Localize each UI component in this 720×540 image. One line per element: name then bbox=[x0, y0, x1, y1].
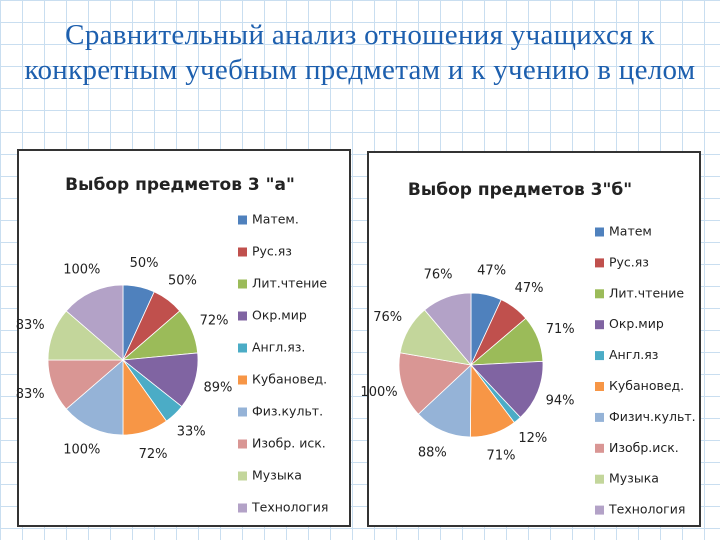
legend-swatch bbox=[595, 289, 604, 299]
legend-swatch bbox=[238, 343, 247, 353]
legend-swatch bbox=[238, 503, 247, 513]
legend-label: Музыка bbox=[609, 471, 659, 486]
pie-slice bbox=[470, 360, 544, 418]
legend-swatch bbox=[595, 351, 604, 361]
legend-swatch bbox=[595, 320, 604, 330]
legend-label: Лит.чтение bbox=[609, 285, 684, 300]
data-label: 76% bbox=[373, 310, 402, 325]
legend-swatch bbox=[595, 382, 604, 391]
pie-slice bbox=[417, 364, 472, 438]
legend-label: Матем. bbox=[252, 212, 299, 227]
legend-swatch bbox=[238, 215, 247, 225]
data-label: 89% bbox=[203, 381, 232, 396]
legend-swatch bbox=[595, 474, 604, 484]
data-label: 33% bbox=[177, 424, 206, 439]
legend-label: Кубановед. bbox=[609, 378, 684, 393]
pie-slice bbox=[65, 359, 124, 436]
legend-swatch bbox=[595, 258, 604, 268]
legend-label: Лит.чтение bbox=[252, 276, 327, 291]
legend-label: Физ.культ. bbox=[252, 404, 323, 419]
data-label: 12% bbox=[518, 431, 547, 446]
legend-swatch bbox=[238, 407, 247, 417]
data-label: 72% bbox=[139, 447, 168, 462]
data-label: 47% bbox=[477, 264, 506, 279]
legend-swatch bbox=[238, 279, 247, 289]
chart-title: Выбор предметов 3"б" bbox=[408, 180, 632, 200]
legend-swatch bbox=[238, 439, 247, 449]
data-label: 47% bbox=[515, 281, 544, 296]
legend-label: Музыка bbox=[252, 468, 302, 483]
legend-swatch bbox=[238, 311, 247, 321]
legend-label: Кубановед. bbox=[252, 372, 327, 387]
legend-label: Матем bbox=[609, 224, 652, 239]
legend-label: Технология bbox=[251, 500, 328, 515]
pie-slice bbox=[398, 352, 472, 415]
legend-swatch bbox=[238, 247, 247, 257]
pie-slice bbox=[65, 284, 124, 361]
data-label: 76% bbox=[424, 267, 453, 282]
legend-label: Изобр. иск. bbox=[252, 436, 326, 451]
data-label: 50% bbox=[130, 256, 159, 271]
chart-title: Выбор предметов 3 "а" bbox=[65, 175, 295, 195]
legend-label: Англ.яз. bbox=[252, 340, 305, 355]
data-label: 100% bbox=[63, 443, 100, 458]
legend-swatch bbox=[595, 412, 604, 422]
data-label: 94% bbox=[546, 393, 575, 408]
legend-swatch bbox=[238, 375, 247, 385]
data-label: 83% bbox=[16, 318, 45, 333]
legend-swatch bbox=[238, 471, 247, 481]
legend-label: Рус.яз bbox=[609, 254, 649, 269]
data-label: 50% bbox=[168, 273, 197, 288]
pie-slice bbox=[424, 292, 472, 367]
legend-label: Окр.мир bbox=[252, 308, 307, 323]
legend-label: Изобр.иск. bbox=[609, 440, 679, 455]
data-label: 71% bbox=[487, 449, 516, 464]
legend-label: Технология bbox=[608, 502, 685, 517]
data-label: 83% bbox=[16, 387, 45, 402]
legend-swatch bbox=[595, 505, 604, 515]
data-label: 88% bbox=[418, 445, 447, 460]
data-label: 71% bbox=[546, 322, 575, 337]
legend-label: Физич.культ. bbox=[609, 409, 696, 424]
legend-label: Англ.яз bbox=[609, 347, 658, 362]
slide-title: Сравнительный анализ отношения учащихся … bbox=[24, 19, 696, 86]
legend-swatch bbox=[595, 227, 604, 237]
legend-swatch bbox=[595, 443, 604, 453]
data-label: 72% bbox=[200, 314, 229, 329]
legend-label: Окр.мир bbox=[609, 316, 664, 331]
legend-label: Рус.яз bbox=[252, 244, 292, 259]
data-label: 100% bbox=[360, 385, 397, 400]
data-label: 100% bbox=[63, 262, 100, 277]
